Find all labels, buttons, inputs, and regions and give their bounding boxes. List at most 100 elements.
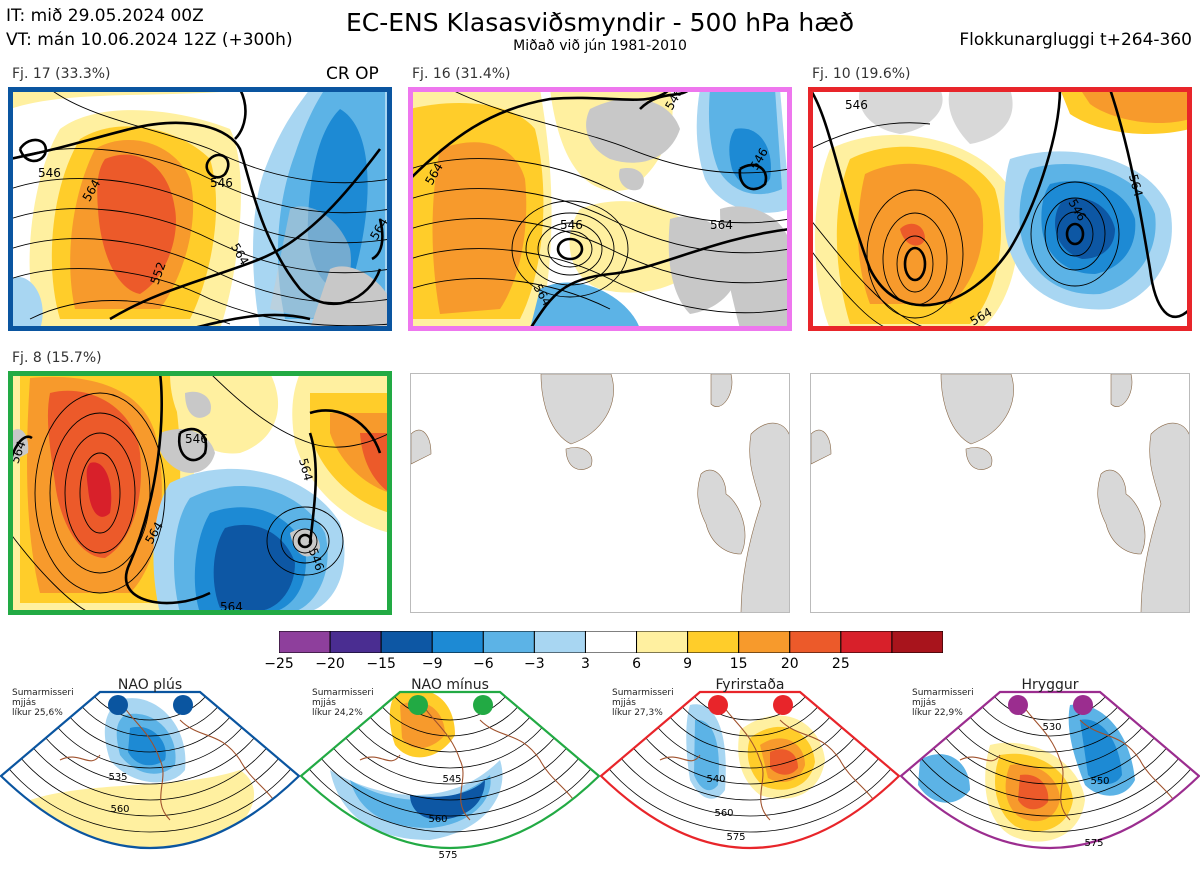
colorbar-cell bbox=[584, 631, 638, 653]
regime-title: NAO mínus bbox=[411, 677, 489, 693]
height-contour bbox=[301, 692, 599, 817]
anomaly-fill bbox=[1018, 774, 1049, 810]
regime-frame bbox=[0, 690, 300, 850]
height-contour bbox=[379, 692, 521, 721]
regime-contour-label: 535 bbox=[108, 772, 127, 783]
regime-contour-label: 560 bbox=[428, 814, 447, 825]
regime-title: Hryggur bbox=[1021, 677, 1079, 693]
regime-info-prob: líkur 24,2% bbox=[312, 708, 363, 718]
regime-title: Fyrirstaða bbox=[715, 677, 785, 693]
cluster-4-label: Fj. 8 (15.7%) bbox=[12, 350, 102, 366]
colorbar-tick-label: 9 bbox=[683, 656, 693, 672]
cluster-2-label: Fj. 16 (31.4%) bbox=[412, 66, 511, 82]
contour-label: 564 bbox=[296, 457, 315, 483]
regime-map-1: 545 560 575 bbox=[300, 690, 600, 861]
classification-window: Flokkunargluggi t+264-360 bbox=[959, 30, 1192, 50]
colorbar-cell bbox=[482, 631, 535, 653]
regime-info-season: Sumarmisseri bbox=[912, 688, 974, 698]
height-contour bbox=[1, 692, 299, 833]
regime-info-spread: mjjás bbox=[312, 698, 336, 708]
anomaly-fill bbox=[30, 770, 255, 848]
regime-dot bbox=[108, 695, 128, 715]
coastline bbox=[359, 699, 581, 821]
regime-info-season: Sumarmisseri bbox=[312, 688, 374, 698]
colorbar-cell bbox=[279, 631, 331, 653]
page-subtitle: Miðað við jún 1981-2010 bbox=[513, 38, 687, 54]
cluster-1-markers: CR OP bbox=[326, 64, 379, 84]
cluster-2-map: 564 546 564 564 546 546 bbox=[410, 89, 790, 329]
anomaly-fill bbox=[400, 701, 445, 749]
regime-contour-label: 575 bbox=[1084, 838, 1103, 849]
regime-info-spread: mjjás bbox=[612, 698, 636, 708]
colorbar-tick-label: −6 bbox=[472, 656, 494, 672]
regime-dot bbox=[708, 695, 728, 715]
coastline bbox=[59, 699, 281, 821]
height-contour bbox=[679, 692, 821, 721]
contour-label: 546 bbox=[185, 432, 208, 446]
colorbar-cell bbox=[636, 631, 689, 653]
height-contour bbox=[31, 692, 269, 769]
colorbar-cell bbox=[840, 631, 893, 653]
anomaly-fill bbox=[1012, 851, 1045, 863]
colorbar-cell bbox=[380, 631, 433, 653]
regime-frame bbox=[600, 690, 900, 850]
colorbar-tick-label: 20 bbox=[780, 656, 799, 672]
height-contour bbox=[663, 692, 837, 737]
contour-label: 564 bbox=[710, 218, 733, 232]
regime-contour-label: 540 bbox=[706, 774, 725, 785]
anomaly-fill bbox=[128, 726, 166, 766]
regime-frame bbox=[300, 690, 600, 850]
height-contour bbox=[1, 692, 299, 801]
height-contour bbox=[901, 692, 1199, 801]
anomaly-fill bbox=[770, 749, 798, 775]
contour-label: 546 bbox=[38, 166, 61, 180]
regime-dot bbox=[1073, 695, 1093, 715]
height-contour bbox=[979, 692, 1121, 721]
height-contour bbox=[601, 692, 899, 801]
contour-label: 546 bbox=[210, 176, 233, 190]
regime-dot bbox=[1008, 695, 1028, 715]
coastline bbox=[959, 699, 1181, 821]
colorbar-tick-label: 15 bbox=[729, 656, 748, 672]
regime-dot bbox=[408, 695, 428, 715]
contour-label: 546 bbox=[560, 218, 583, 232]
regime-dot bbox=[473, 695, 493, 715]
height-contour bbox=[601, 692, 899, 817]
empty-map-2 bbox=[810, 373, 1190, 613]
regime-info: Sumarmisseri mjjás líkur 25,6% bbox=[12, 688, 74, 718]
height-contour bbox=[615, 692, 885, 785]
regime-info-season: Sumarmisseri bbox=[612, 688, 674, 698]
height-contour bbox=[915, 692, 1185, 785]
colorbar-cell bbox=[789, 631, 842, 653]
height-contour bbox=[931, 692, 1169, 769]
regime-contour-label: 560 bbox=[714, 808, 733, 819]
regime-info: Sumarmisseri mjjás líkur 22,9% bbox=[912, 688, 974, 718]
regime-info-prob: líkur 22,9% bbox=[912, 708, 963, 718]
height-contour bbox=[601, 692, 899, 833]
contour-label: 564 bbox=[220, 600, 243, 613]
height-contour bbox=[47, 692, 253, 753]
colorbar-tick-label: −15 bbox=[366, 656, 396, 672]
regime-info-prob: líkur 25,6% bbox=[12, 708, 63, 718]
contour-label: 564 bbox=[1126, 173, 1145, 199]
colorbar-cell bbox=[738, 631, 791, 653]
height-contour bbox=[79, 692, 221, 721]
header-times: IT: mið 29.05.2024 00Z VT: mán 10.06.202… bbox=[6, 4, 293, 52]
height-contour bbox=[301, 692, 599, 833]
issue-time: IT: mið 29.05.2024 00Z bbox=[6, 6, 204, 26]
colorbar-tick-label: −20 bbox=[315, 656, 345, 672]
anomaly-fill bbox=[918, 754, 970, 803]
anomaly-fill bbox=[1080, 719, 1122, 785]
colorbar-tick-label: 3 bbox=[580, 656, 590, 672]
height-contour bbox=[1, 692, 299, 817]
regime-info: Sumarmisseri mjjás líkur 27,3% bbox=[612, 688, 674, 718]
colorbar-cell bbox=[431, 631, 484, 653]
height-contour bbox=[647, 692, 853, 753]
regime-dot bbox=[773, 695, 793, 715]
cluster-4-map: 546 564 564 546 564 564 bbox=[10, 373, 390, 613]
cluster-3-label: Fj. 10 (19.6%) bbox=[812, 66, 911, 82]
valid-time: VT: mán 10.06.2024 12Z (+300h) bbox=[6, 30, 293, 50]
height-contour bbox=[347, 692, 553, 753]
coastline bbox=[659, 699, 881, 821]
regime-contour-label: 575 bbox=[438, 850, 457, 861]
